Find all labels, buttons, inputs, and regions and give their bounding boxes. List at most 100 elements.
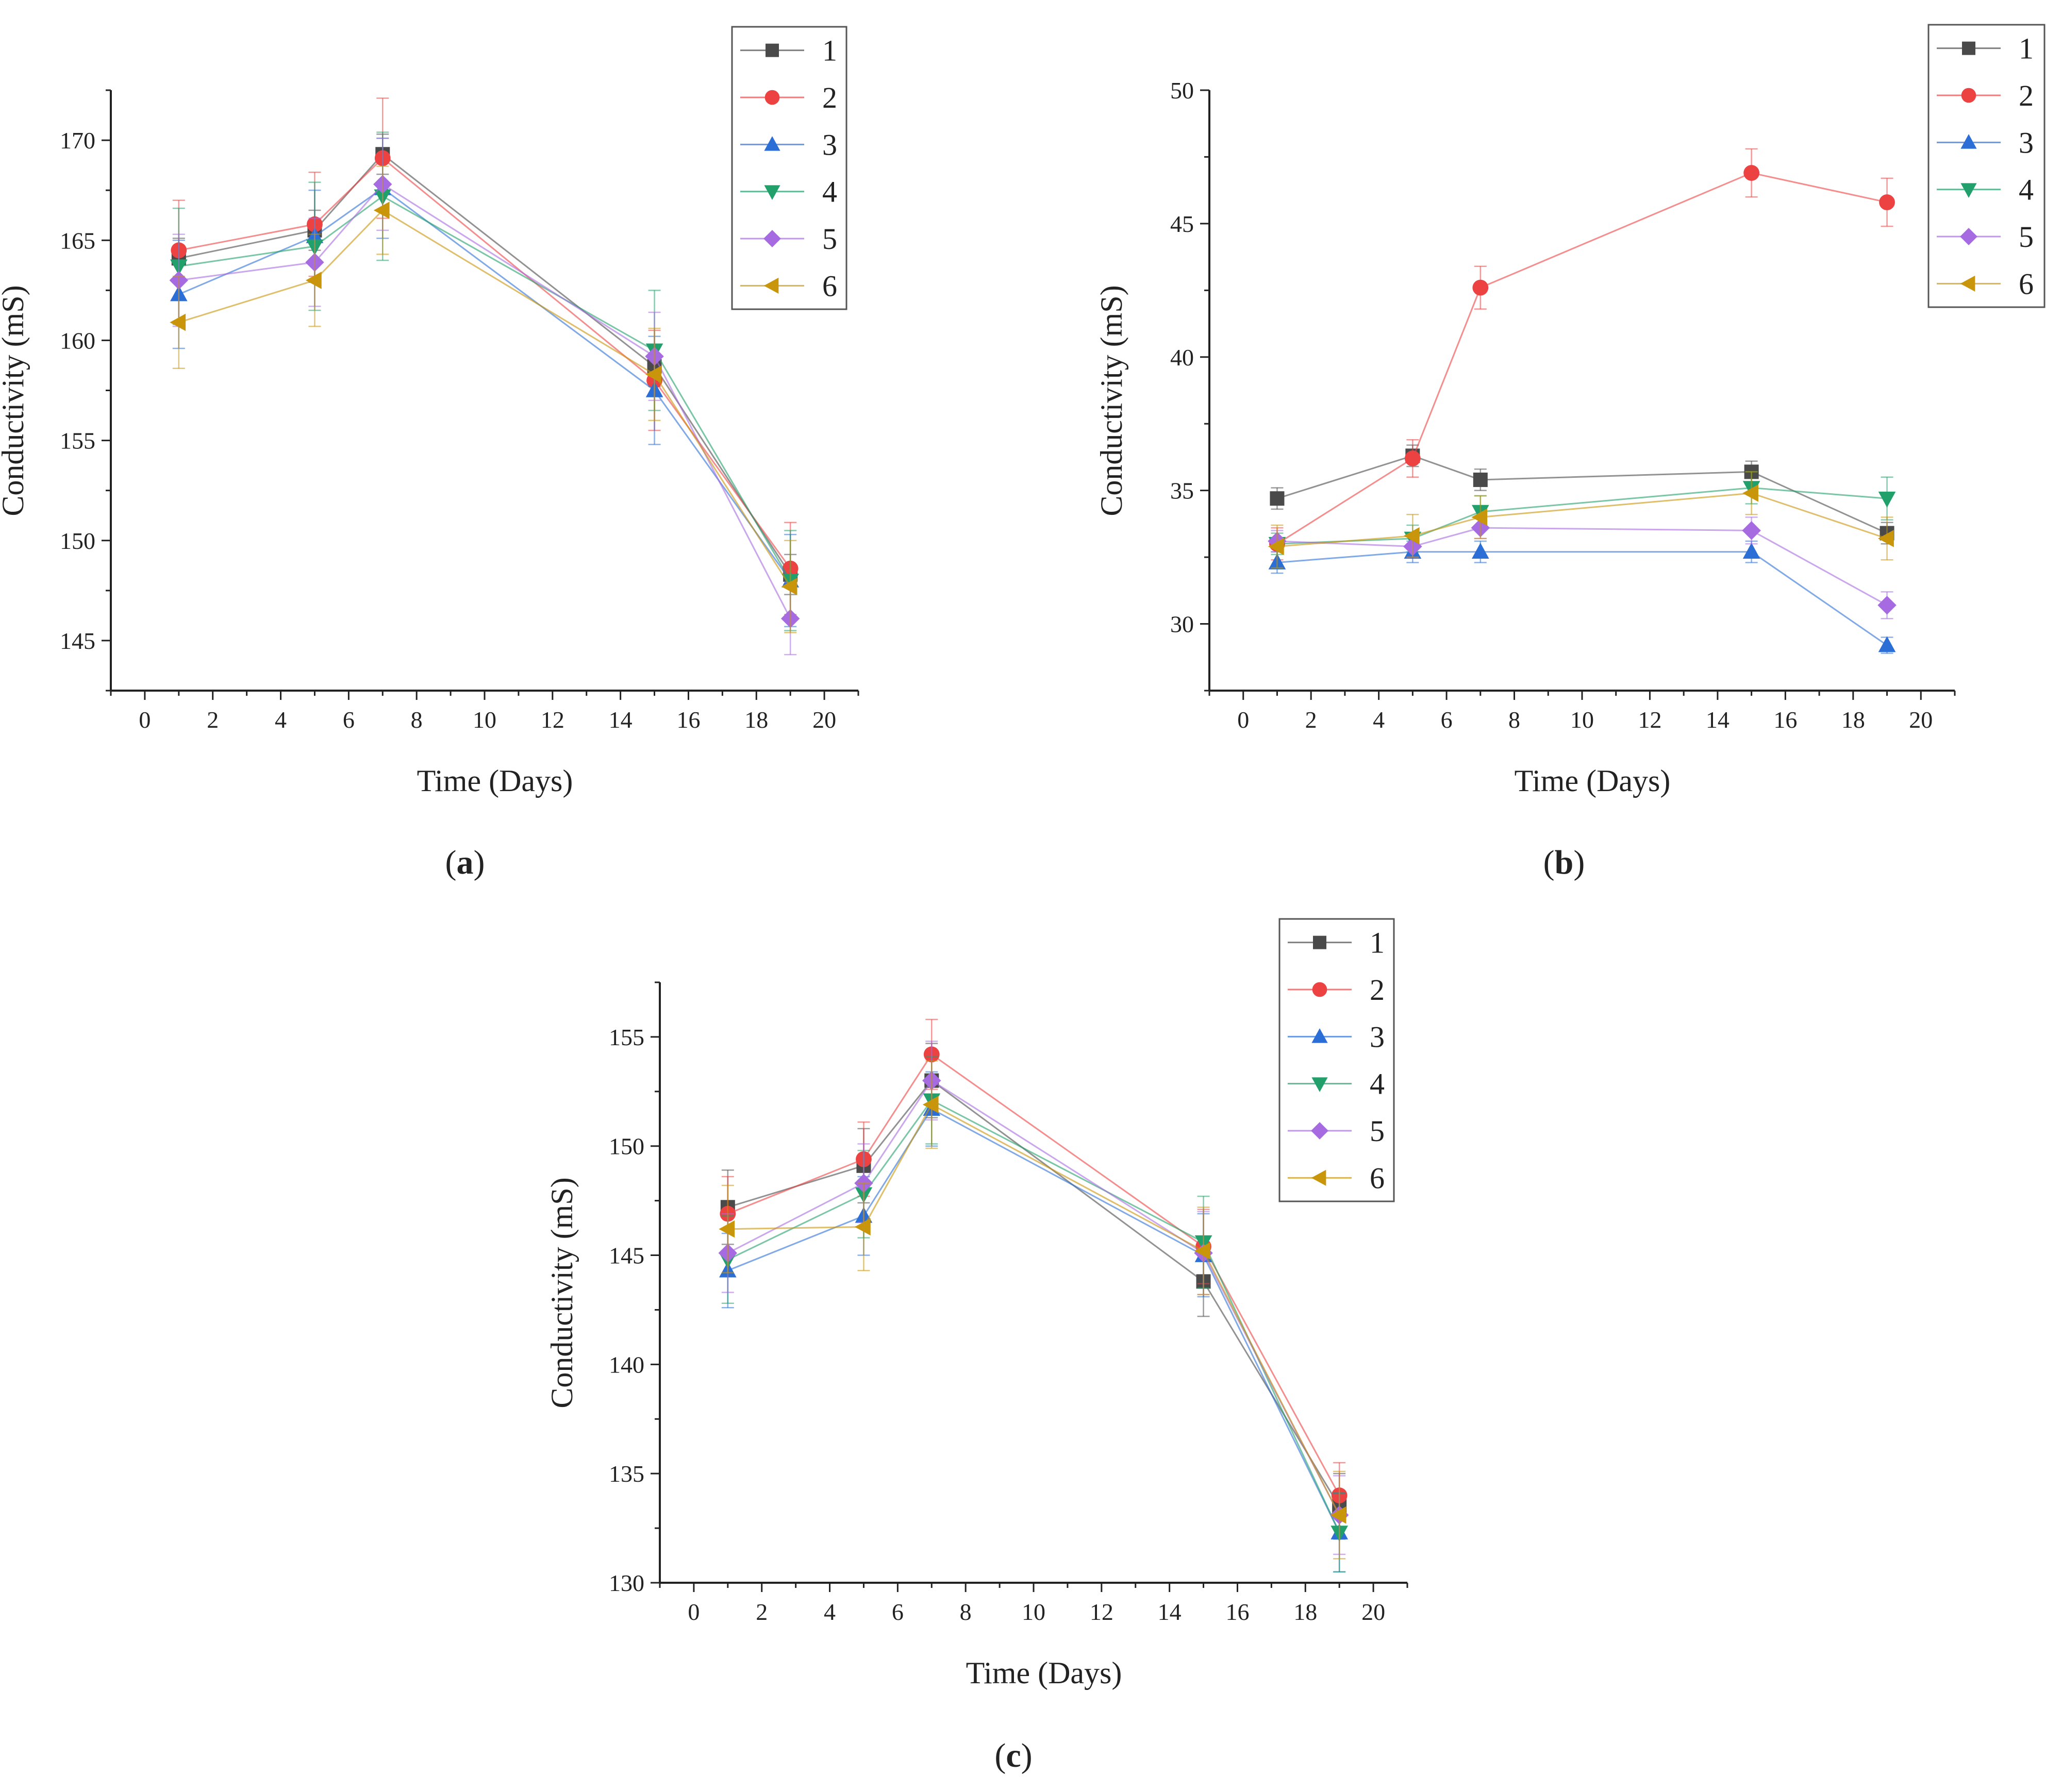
legend-item: 1 [1937,32,2034,65]
x-tick-label: 0 [688,1599,700,1625]
legend-item: 2 [740,81,837,114]
legend-item: 5 [740,222,837,256]
legend-label: 3 [1370,1020,1385,1053]
legend-marker [1960,134,1977,149]
y-tick-label: 160 [60,327,95,354]
legend-label: 3 [2019,126,2034,159]
data-point [1471,508,1488,526]
x-tick-label: 8 [1508,707,1520,733]
legend-marker [766,43,779,57]
y-tick-label: 155 [60,428,95,454]
y-tick-label: 45 [1170,211,1194,237]
y-axis-title: Conductivity (mS) [1094,285,1128,516]
legend-label: 3 [822,128,837,161]
data-point [1473,472,1488,487]
y-tick-label: 170 [60,127,95,154]
data-point [170,313,186,331]
data-point [1877,596,1897,615]
legend-item: 3 [1937,126,2034,159]
legend-label: 2 [2019,79,2034,112]
x-tick-label: 20 [1909,707,1933,733]
series-5 [169,137,800,656]
series-line [1277,487,1887,545]
x-tick-label: 18 [744,707,768,733]
series-line [727,1108,1340,1533]
x-tick-label: 4 [824,1599,836,1625]
legend-label: 4 [822,175,837,209]
series-6 [1268,471,1894,569]
chart-panel-b: 30 35 40 45 50 0 2 4 6 8 10 12 14 16 18 20 Time (Days) Co… [1031,0,2062,896]
x-tick-label: 12 [541,707,564,733]
legend-item: 1 [1288,926,1385,960]
x-tick-label: 16 [1773,707,1797,733]
axes: 145 150 155 160 165 170 0 2 4 6 8 10 12 14 16 18 20 [60,89,859,733]
x-axis-title: Time (Days) [966,1656,1122,1690]
x-tick-label: 0 [1237,707,1249,733]
panel-label: (a) [445,844,485,881]
series-4 [719,1056,1348,1573]
legend-marker [1311,1077,1328,1092]
series-group [169,97,800,656]
legend-item: 4 [1288,1067,1385,1101]
series-group [718,1018,1349,1573]
legend-marker [763,230,781,247]
data-point [854,1218,871,1236]
x-tick-label: 12 [1638,707,1661,733]
x-tick-label: 18 [1293,1599,1317,1625]
axes: 30 35 40 45 50 0 2 4 6 8 10 12 14 16 18 20 [1170,77,1956,733]
series-3 [719,1071,1348,1573]
legend-label: 1 [1370,926,1385,960]
data-point [1878,491,1896,508]
data-point [1878,530,1894,547]
legend-marker [763,277,779,294]
legend-label: 5 [2019,220,2034,254]
x-tick-label: 2 [207,707,219,733]
series-line [178,157,791,569]
legend: 1 2 3 4 5 6 [1278,918,1395,1202]
y-tick-label: 150 [609,1133,644,1160]
legend-item: 2 [1937,79,2034,112]
x-tick-label: 8 [411,707,423,733]
x-tick-label: 14 [609,707,633,733]
legend-marker [764,185,780,200]
data-point [1472,543,1489,559]
data-point [1330,1506,1346,1524]
data-point [922,1096,939,1114]
legend-marker [1311,1028,1328,1043]
x-tick-label: 8 [960,1599,972,1625]
x-tick-label: 10 [473,707,496,733]
data-point [1742,484,1758,502]
legend-marker [1961,88,1976,103]
data-point [1742,521,1761,540]
data-point [1404,450,1421,466]
legend-marker [764,136,780,151]
legend: 1 2 3 4 5 6 [1927,24,2046,308]
y-tick-label: 145 [60,628,95,654]
data-point [1743,165,1760,181]
x-tick-label: 2 [756,1599,768,1625]
legend-item: 3 [740,128,837,161]
data-point [1270,491,1285,506]
data-point [1878,636,1896,652]
y-tick-label: 35 [1170,478,1194,504]
legend-item: 2 [1288,973,1385,1007]
series-line [178,195,791,581]
y-tick-label: 165 [60,227,95,254]
legend-label: 1 [2019,32,2034,65]
data-point [781,578,797,595]
legend-item: 6 [1937,267,2034,300]
data-point [645,365,661,383]
data-point [719,1220,735,1238]
series-2 [1269,148,1895,561]
legend-marker [1960,228,1977,245]
legend-marker [1312,982,1327,997]
legend-item: 6 [740,269,837,303]
y-tick-label: 30 [1170,611,1194,638]
x-tick-label: 14 [1706,707,1730,733]
legend-marker [1960,275,1975,292]
x-tick-label: 20 [1361,1599,1385,1625]
data-point [1472,279,1489,296]
series-4 [170,131,799,631]
